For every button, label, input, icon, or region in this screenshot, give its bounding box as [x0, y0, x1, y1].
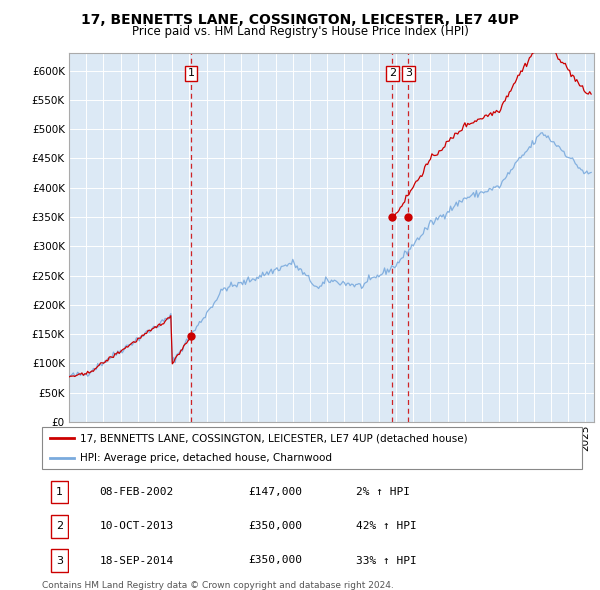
Text: 17, BENNETTS LANE, COSSINGTON, LEICESTER, LE7 4UP: 17, BENNETTS LANE, COSSINGTON, LEICESTER… — [81, 13, 519, 27]
Text: Price paid vs. HM Land Registry's House Price Index (HPI): Price paid vs. HM Land Registry's House … — [131, 25, 469, 38]
Text: 18-SEP-2014: 18-SEP-2014 — [100, 556, 173, 565]
Text: 08-FEB-2002: 08-FEB-2002 — [100, 487, 173, 497]
Text: 3: 3 — [56, 556, 63, 565]
Text: HPI: Average price, detached house, Charnwood: HPI: Average price, detached house, Char… — [80, 454, 332, 463]
Text: 42% ↑ HPI: 42% ↑ HPI — [356, 522, 416, 531]
Bar — [51, 549, 68, 572]
Text: 3: 3 — [405, 68, 412, 78]
Text: £147,000: £147,000 — [248, 487, 302, 497]
Text: 10-OCT-2013: 10-OCT-2013 — [100, 522, 173, 531]
Text: 2% ↑ HPI: 2% ↑ HPI — [356, 487, 410, 497]
Bar — [51, 515, 68, 537]
Bar — [51, 481, 68, 503]
Text: 1: 1 — [188, 68, 195, 78]
Text: Contains HM Land Registry data © Crown copyright and database right 2024.
This d: Contains HM Land Registry data © Crown c… — [42, 581, 394, 590]
Text: 2: 2 — [389, 68, 396, 78]
Text: 1: 1 — [56, 487, 63, 497]
Text: 17, BENNETTS LANE, COSSINGTON, LEICESTER, LE7 4UP (detached house): 17, BENNETTS LANE, COSSINGTON, LEICESTER… — [80, 434, 467, 444]
Text: 2: 2 — [56, 522, 63, 531]
Text: 33% ↑ HPI: 33% ↑ HPI — [356, 556, 416, 565]
Text: £350,000: £350,000 — [248, 522, 302, 531]
Text: £350,000: £350,000 — [248, 556, 302, 565]
